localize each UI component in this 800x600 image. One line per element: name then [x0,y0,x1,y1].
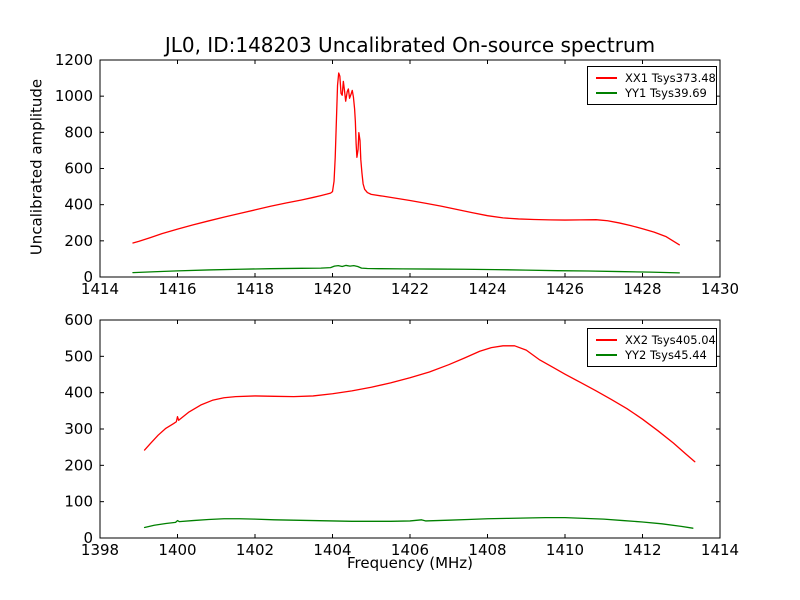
x-tick-label: 1422 [391,280,429,298]
y-tick-label: 300 [64,420,93,438]
y-tick-label: 200 [64,232,93,250]
x-tick-label: 1426 [546,280,584,298]
x-tick-label: 1404 [313,541,351,559]
x-tick-label: 1398 [81,541,119,559]
y-tick-label: 0 [83,268,93,286]
x-axis-label: Frequency (MHz) [346,554,474,572]
y-tick-label: 400 [64,384,93,402]
x-tick-label: 1424 [468,280,506,298]
legend-label-xx2: XX2 Tsys405.04 [625,332,716,347]
y-tick-label: 800 [64,123,93,141]
legend-bottom-plot: XX2 Tsys405.04 YY2 Tsys45.44 [587,328,717,367]
y-axis-label: Uncalibrated amplitude [27,78,46,256]
y-tick-label: 400 [64,196,93,214]
legend-item-xx1: XX1 Tsys373.48 [588,70,716,85]
series-line-YY1 [132,264,680,274]
series-line-XX2 [143,345,696,463]
series-line-XX1 [132,72,680,246]
legend-line-sample-yy1 [596,91,617,94]
legend-label-xx1: XX1 Tsys373.48 [625,70,716,85]
y-tick-label: 1200 [55,51,93,69]
subplot-top: 1414 1416 1418 1420 1422 1424 1426 1428 1430 0 200… [55,51,739,298]
legend-line-sample-yy2 [596,353,617,356]
y-tick-label: 200 [64,456,93,474]
x-tick-label: 1400 [158,541,196,559]
y-tick-label: 1000 [55,87,93,105]
axes-frame [99,59,721,278]
legend-item-yy2: YY2 Tsys45.44 [588,347,716,362]
x-tick-label: 1428 [623,280,661,298]
legend-item-yy1: YY1 Tsys39.69 [588,85,716,100]
x-tick-label: 1410 [546,541,584,559]
x-tick-label: 1414 [701,541,739,559]
y-tick-label: 600 [64,160,93,178]
y-tick-label: 0 [83,529,93,547]
y-tick-label: 100 [64,493,93,511]
x-tick-label: 1420 [313,280,351,298]
legend-top-plot: XX1 Tsys373.48 YY1 Tsys39.69 [587,66,717,105]
y-tick-label: 500 [64,347,93,365]
x-tick-label: 1408 [468,541,506,559]
x-tick-label: 1430 [701,280,739,298]
x-tick-label: 1414 [81,280,119,298]
axes-frame [99,319,721,539]
legend-item-xx2: XX2 Tsys405.04 [588,332,716,347]
legend-line-sample-xx2 [596,338,617,341]
x-tick-label: 1402 [236,541,274,559]
x-tick-label: 1406 [391,541,429,559]
legend-label-yy1: YY1 Tsys39.69 [625,85,707,100]
series-line-YY2 [143,517,694,529]
x-tick-label: 1418 [236,280,274,298]
x-tick-label: 1412 [623,541,661,559]
legend-line-sample-xx1 [596,76,617,79]
x-tick-label: 1416 [158,280,196,298]
y-tick-label: 600 [64,311,93,329]
legend-label-yy2: YY2 Tsys45.44 [625,347,707,362]
subplot-bottom: 1398 1400 1402 1404 1406 1408 1410 1412 1414 0 100… [64,311,739,559]
figure-title: JL0, ID:148203 Uncalibrated On-source sp… [164,33,656,57]
